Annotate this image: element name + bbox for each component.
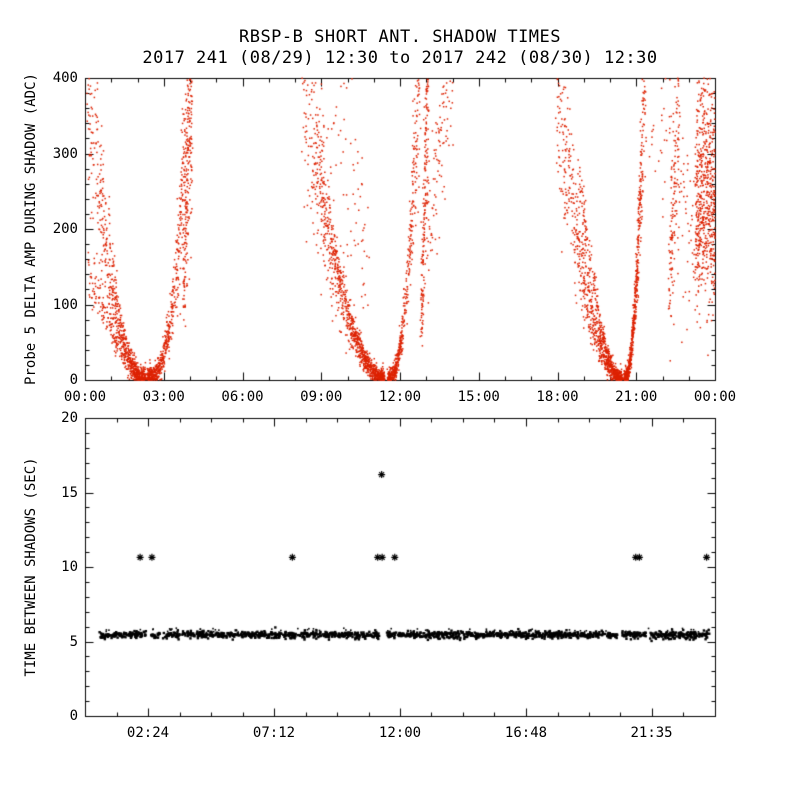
bottom-x-tick-label: 16:48 [504, 725, 548, 741]
bottom-y-axis-title: TIME BETWEEN SHADOWS (SEC) [23, 457, 39, 677]
bottom-x-tick-label: 21:35 [630, 725, 673, 741]
top-x-tick-label: 18:00 [536, 389, 579, 405]
top-x-tick-label: 21:00 [615, 389, 658, 405]
top-x-tick-label: 06:00 [221, 389, 264, 405]
bottom-y-tick-label: 20 [61, 410, 78, 426]
top-y-tick-label: 400 [52, 70, 78, 86]
top-x-tick-label: 12:00 [378, 389, 422, 405]
top-y-tick-label: 100 [52, 296, 78, 313]
top-y-tick-label: 0 [69, 372, 78, 388]
chart-subtitle: 2017 241 (08/29) 12:30 to 2017 242 (08/3… [142, 48, 658, 68]
top-y-tick-label: 200 [52, 221, 78, 237]
top-x-tick-label: 00:00 [63, 389, 107, 405]
bottom-y-tick-label: 5 [69, 633, 78, 650]
bottom-x-tick-label: 12:00 [378, 725, 422, 741]
chart-title: RBSP-B SHORT ANT. SHADOW TIMES [238, 27, 562, 47]
top-x-tick-label: 09:00 [300, 389, 343, 405]
bottom-x-tick-label: 02:24 [126, 725, 170, 741]
bottom-y-tick-label: 0 [69, 708, 78, 724]
top-x-tick-label: 03:00 [142, 389, 185, 405]
top-x-tick-label: 00:00 [693, 389, 737, 405]
top-y-axis-title: Probe 5 DELTA AMP DURING SHADOW (ADC) [23, 73, 39, 385]
top-y-tick-label: 300 [52, 145, 78, 162]
top-x-tick-label: 15:00 [457, 389, 500, 405]
bottom-x-tick-label: 07:12 [252, 725, 296, 741]
bottom-y-tick-label: 15 [61, 484, 78, 501]
bottom-y-tick-label: 10 [61, 559, 78, 575]
